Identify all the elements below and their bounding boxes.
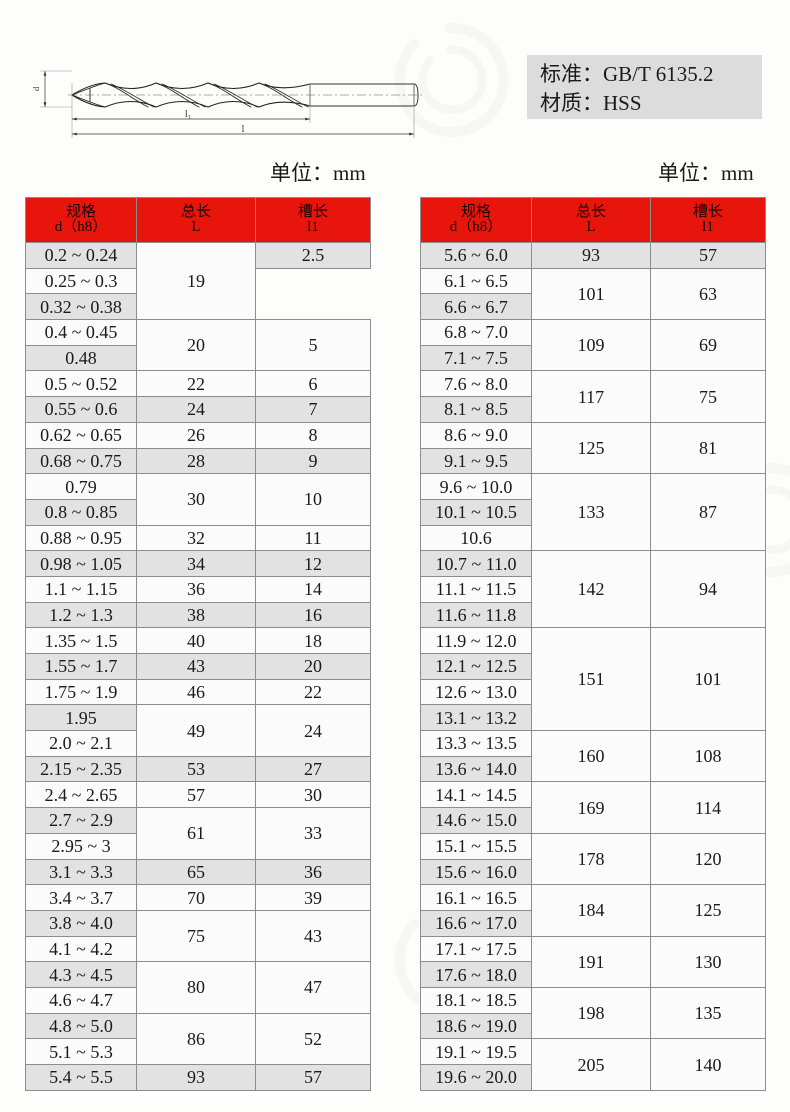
- svg-text:d: d: [31, 86, 41, 91]
- svg-text:l₁: l₁: [185, 109, 191, 120]
- svg-text:l: l: [242, 124, 245, 135]
